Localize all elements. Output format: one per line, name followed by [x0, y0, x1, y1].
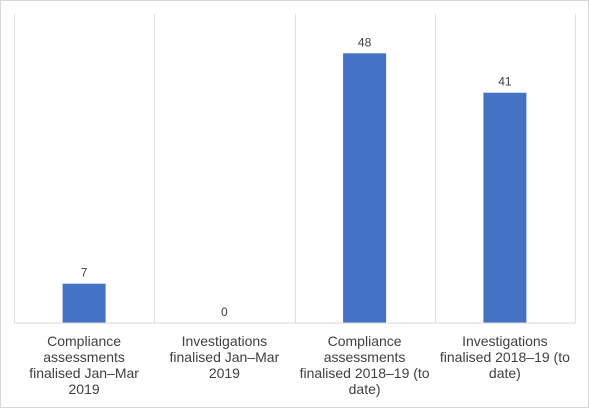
data-label: 41: [498, 75, 512, 89]
data-label: 48: [358, 35, 372, 49]
bar: [343, 53, 387, 324]
category-label: Compliance assessments finalised Jan–Mar…: [29, 333, 139, 397]
bar: [62, 283, 106, 323]
bar: [483, 92, 527, 323]
data-label: 7: [81, 266, 88, 280]
category-label: Investigations finalised 2018–19 (to dat…: [439, 333, 570, 381]
category-label: Compliance assessments finalised 2018–19…: [299, 333, 430, 397]
category-label: Investigations finalised Jan–Mar 2019: [169, 333, 280, 381]
data-label: 0: [221, 305, 228, 319]
